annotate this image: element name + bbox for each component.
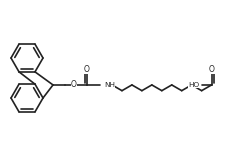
Text: O: O (84, 65, 90, 74)
Text: O: O (71, 80, 77, 89)
Text: O: O (209, 65, 215, 74)
Text: NH: NH (104, 82, 115, 88)
Text: HO: HO (188, 82, 200, 88)
